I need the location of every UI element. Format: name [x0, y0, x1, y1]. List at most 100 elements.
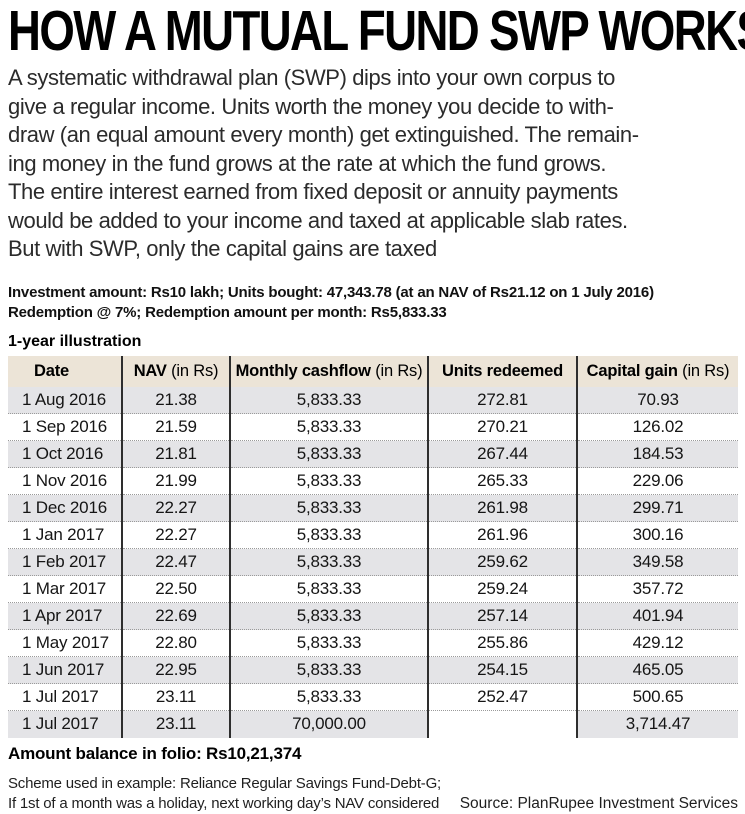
table-cell: 1 Apr 2017 [8, 602, 122, 630]
table-row: 1 Dec 2016 22.27 5,833.33 261.98 299.71 [8, 494, 738, 522]
table-cell: 70,000.00 [229, 710, 428, 738]
footer: Scheme used in example: Reliance Regular… [8, 774, 738, 814]
table-cell: 5,833.33 [229, 467, 428, 495]
table-cell: 257.14 [427, 602, 577, 630]
table-cell: 349.58 [576, 548, 738, 576]
table-cell: 5,833.33 [229, 386, 428, 414]
table-cell: 429.12 [576, 629, 738, 657]
source-credit: Source: PlanRupee Investment Services [459, 794, 738, 812]
table-row: 1 Aug 2016 21.38 5,833.33 272.81 70.93 [8, 386, 738, 414]
table-cell: 1 May 2017 [8, 629, 122, 657]
table-cell: 1 Mar 2017 [8, 575, 122, 603]
table-cell: 261.96 [427, 521, 577, 549]
column-divider-tick [229, 355, 231, 365]
column-header-monthly-cashflow: Monthly cashflow (in Rs) [229, 355, 428, 387]
table-cell: 3,714.47 [576, 710, 738, 738]
table-cell: 5,833.33 [229, 521, 428, 549]
table-cell: 300.16 [576, 521, 738, 549]
scheme-footnote: Scheme used in example: Reliance Regular… [8, 774, 442, 812]
table-caption: 1-year illustration [8, 332, 142, 350]
table-cell: 1 Feb 2017 [8, 548, 122, 576]
table-cell: 5,833.33 [229, 440, 428, 468]
table-cell: 126.02 [576, 413, 738, 441]
swp-illustration-table: Date NAV (in Rs) Monthly cashflow (in Rs… [8, 355, 738, 738]
table-cell: 299.71 [576, 494, 738, 522]
table-cell: 5,833.33 [229, 629, 428, 657]
table-cell: 5,833.33 [229, 548, 428, 576]
table-cell: 70.93 [576, 386, 738, 414]
table-cell: 254.15 [427, 656, 577, 684]
table-cell: 23.11 [121, 710, 230, 738]
table-cell: 259.62 [427, 548, 577, 576]
table-cell: 272.81 [427, 386, 577, 414]
table-cell: 5,833.33 [229, 602, 428, 630]
table-cell: 21.99 [121, 467, 230, 495]
table-cell: 21.59 [121, 413, 230, 441]
page-title: HOW A MUTUAL FUND SWP WORKS [8, 0, 745, 63]
investment-amount-line: Investment amount: Rs10 lakh; Units boug… [8, 283, 654, 301]
table-cell: 1 Jan 2017 [8, 521, 122, 549]
table-cell: 465.05 [576, 656, 738, 684]
table-cell: 22.95 [121, 656, 230, 684]
table-cell: 5,833.33 [229, 683, 428, 711]
table-cell: 21.81 [121, 440, 230, 468]
column-divider-tick [427, 355, 429, 365]
table-cell: 1 Nov 2016 [8, 467, 122, 495]
table-cell: 261.98 [427, 494, 577, 522]
table-cell [427, 710, 577, 738]
table-row: 1 Jul 2017 23.11 5,833.33 252.47 500.65 [8, 683, 738, 711]
table-cell: 22.47 [121, 548, 230, 576]
table-cell: 357.72 [576, 575, 738, 603]
table-row: 1 Sep 2016 21.59 5,833.33 270.21 126.02 [8, 413, 738, 441]
column-header-capital-gain: Capital gain (in Rs) [576, 355, 738, 387]
table-cell: 21.38 [121, 386, 230, 414]
table-header-row: Date NAV (in Rs) Monthly cashflow (in Rs… [8, 355, 738, 387]
table-row: 1 Jan 2017 22.27 5,833.33 261.96 300.16 [8, 521, 738, 549]
redemption-rate-line: Redemption @ 7%; Redemption amount per m… [8, 304, 447, 321]
table-cell: 1 Oct 2016 [8, 440, 122, 468]
table-cell: 23.11 [121, 683, 230, 711]
table-row: 1 Jul 2017 23.11 70,000.00 3,714.47 [8, 710, 738, 738]
intro-text: A systematic withdrawal plan (SWP) dips … [8, 65, 639, 261]
table-cell: 22.80 [121, 629, 230, 657]
table-cell: 184.53 [576, 440, 738, 468]
table-cell: 5,833.33 [229, 575, 428, 603]
table-row: 1 Mar 2017 22.50 5,833.33 259.24 357.72 [8, 575, 738, 603]
table-cell: 1 Jun 2017 [8, 656, 122, 684]
table-cell: 1 Sep 2016 [8, 413, 122, 441]
column-header-nav: NAV (in Rs) [121, 355, 230, 387]
table-cell: 270.21 [427, 413, 577, 441]
table-cell: 5,833.33 [229, 656, 428, 684]
column-divider-tick [121, 355, 123, 365]
column-header-units-redeemed: Units redeemed [427, 355, 577, 387]
table-cell: 22.69 [121, 602, 230, 630]
table-row: 1 Jun 2017 22.95 5,833.33 254.15 465.05 [8, 656, 738, 684]
table-cell: 267.44 [427, 440, 577, 468]
table-cell: 1 Aug 2016 [8, 386, 122, 414]
table-row: 1 May 2017 22.80 5,833.33 255.86 429.12 [8, 629, 738, 657]
table-cell: 265.33 [427, 467, 577, 495]
table-row: 1 Feb 2017 22.47 5,833.33 259.62 349.58 [8, 548, 738, 576]
table-cell: 1 Jul 2017 [8, 710, 122, 738]
table-row: 1 Apr 2017 22.69 5,833.33 257.14 401.94 [8, 602, 738, 630]
table-cell: 500.65 [576, 683, 738, 711]
table-cell: 1 Dec 2016 [8, 494, 122, 522]
table-cell: 401.94 [576, 602, 738, 630]
table-cell: 229.06 [576, 467, 738, 495]
table-cell: 252.47 [427, 683, 577, 711]
table-row: 1 Nov 2016 21.99 5,833.33 265.33 229.06 [8, 467, 738, 495]
table-cell: 22.27 [121, 494, 230, 522]
table-cell: 22.27 [121, 521, 230, 549]
investment-parameters: Investment amount: Rs10 lakh; Units boug… [8, 283, 738, 324]
table-cell: 1 Jul 2017 [8, 683, 122, 711]
table-cell: 5,833.33 [229, 413, 428, 441]
column-header-date: Date [8, 355, 122, 387]
table-row: 1 Oct 2016 21.81 5,833.33 267.44 184.53 [8, 440, 738, 468]
table-cell: 5,833.33 [229, 494, 428, 522]
table-cell: 255.86 [427, 629, 577, 657]
swp-table-container: Date NAV (in Rs) Monthly cashflow (in Rs… [8, 355, 738, 738]
column-divider-tick [576, 355, 578, 365]
table-cell: 259.24 [427, 575, 577, 603]
table-cell: 22.50 [121, 575, 230, 603]
